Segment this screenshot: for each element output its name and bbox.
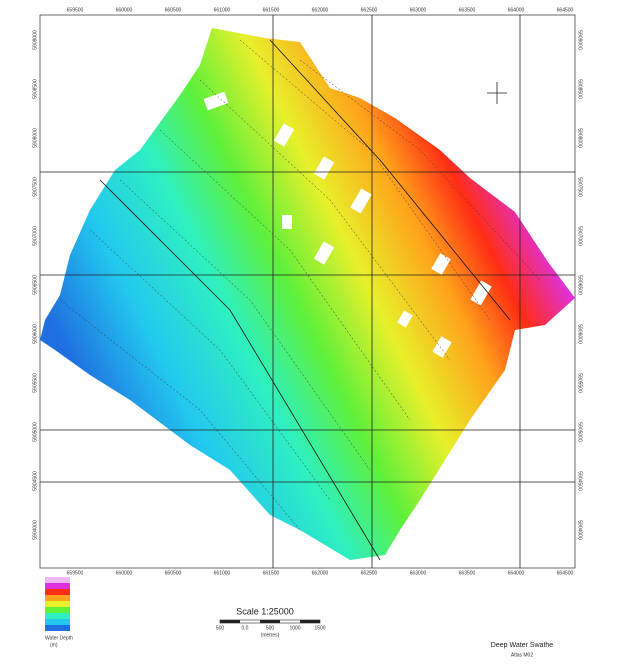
y-label-right: 5906000 [577,324,583,344]
x-label-top: 661500 [263,7,280,13]
bathymetry-surface [40,28,575,560]
y-label-left: 5906500 [32,275,38,295]
footer-subtitle: Atlas M02 [511,652,533,658]
scale-label: 500 [266,625,275,631]
scale-label: 1000 [289,625,300,631]
y-label-left: 5909000 [32,30,38,50]
scale-label: 500 [216,625,225,631]
x-label-top: 663000 [410,7,427,13]
legend: Water Depth (m) [45,577,73,648]
axis-labels: 659500 659500 660000 660000 660500 660500 6610… [32,7,582,576]
y-label-right: 5905000 [577,422,583,442]
x-label-top: 662000 [312,7,329,13]
y-label-right: 5908500 [577,79,583,99]
y-label-left: 5905500 [32,373,38,393]
y-label-left: 5906000 [32,324,38,344]
x-label-bottom: 664500 [557,570,574,576]
x-label-bottom: 659500 [67,570,84,576]
x-label-top: 660500 [165,7,182,13]
x-label-bottom: 663000 [410,570,427,576]
y-label-right: 5907500 [577,177,583,197]
y-label-left: 5907000 [32,226,38,246]
x-label-bottom: 664000 [508,570,525,576]
x-label-top: 663500 [459,7,476,13]
y-label-right: 5906500 [577,275,583,295]
x-label-bottom: 660500 [165,570,182,576]
x-label-top: 662500 [361,7,378,13]
scale-label: 1500 [314,625,325,631]
x-label-bottom: 663500 [459,570,476,576]
x-label-bottom: 661000 [214,570,231,576]
y-label-left: 5908500 [32,79,38,99]
scale-unit: (metres) [261,632,280,638]
x-label-top: 664000 [508,7,525,13]
y-label-left: 5905000 [32,422,38,442]
x-label-top: 659500 [67,7,84,13]
y-label-left: 5904500 [32,471,38,491]
x-label-bottom: 662000 [312,570,329,576]
grid [40,15,575,568]
contours [59,39,541,531]
x-label-top: 664500 [557,7,574,13]
legend-title: Water Depth [45,635,73,641]
y-label-right: 5904500 [577,471,583,491]
y-label-right: 5904000 [577,520,583,540]
scale-title: Scale 1:25000 [236,606,294,616]
x-label-top: 660000 [116,7,133,13]
x-label-top: 661000 [214,7,231,13]
north-arrow [487,82,507,104]
scale-bar: 500 0.0 500 1000 1500 [216,619,326,631]
y-label-right: 5908000 [577,128,583,148]
x-label-bottom: 661500 [263,570,280,576]
scale-label: 0.0 [242,625,249,631]
y-label-left: 5907500 [32,177,38,197]
y-label-left: 5904000 [32,520,38,540]
footer-title: Deep Water Swathe [491,642,553,649]
x-label-bottom: 662500 [361,570,378,576]
x-label-bottom: 660000 [116,570,133,576]
y-label-right: 5905500 [577,373,583,393]
y-label-right: 5907000 [577,226,583,246]
map-frame [39,14,576,569]
legend-unit: (m) [50,642,58,648]
y-label-right: 5909000 [577,30,583,50]
y-label-left: 5908000 [32,128,38,148]
main-contours [99,39,511,561]
